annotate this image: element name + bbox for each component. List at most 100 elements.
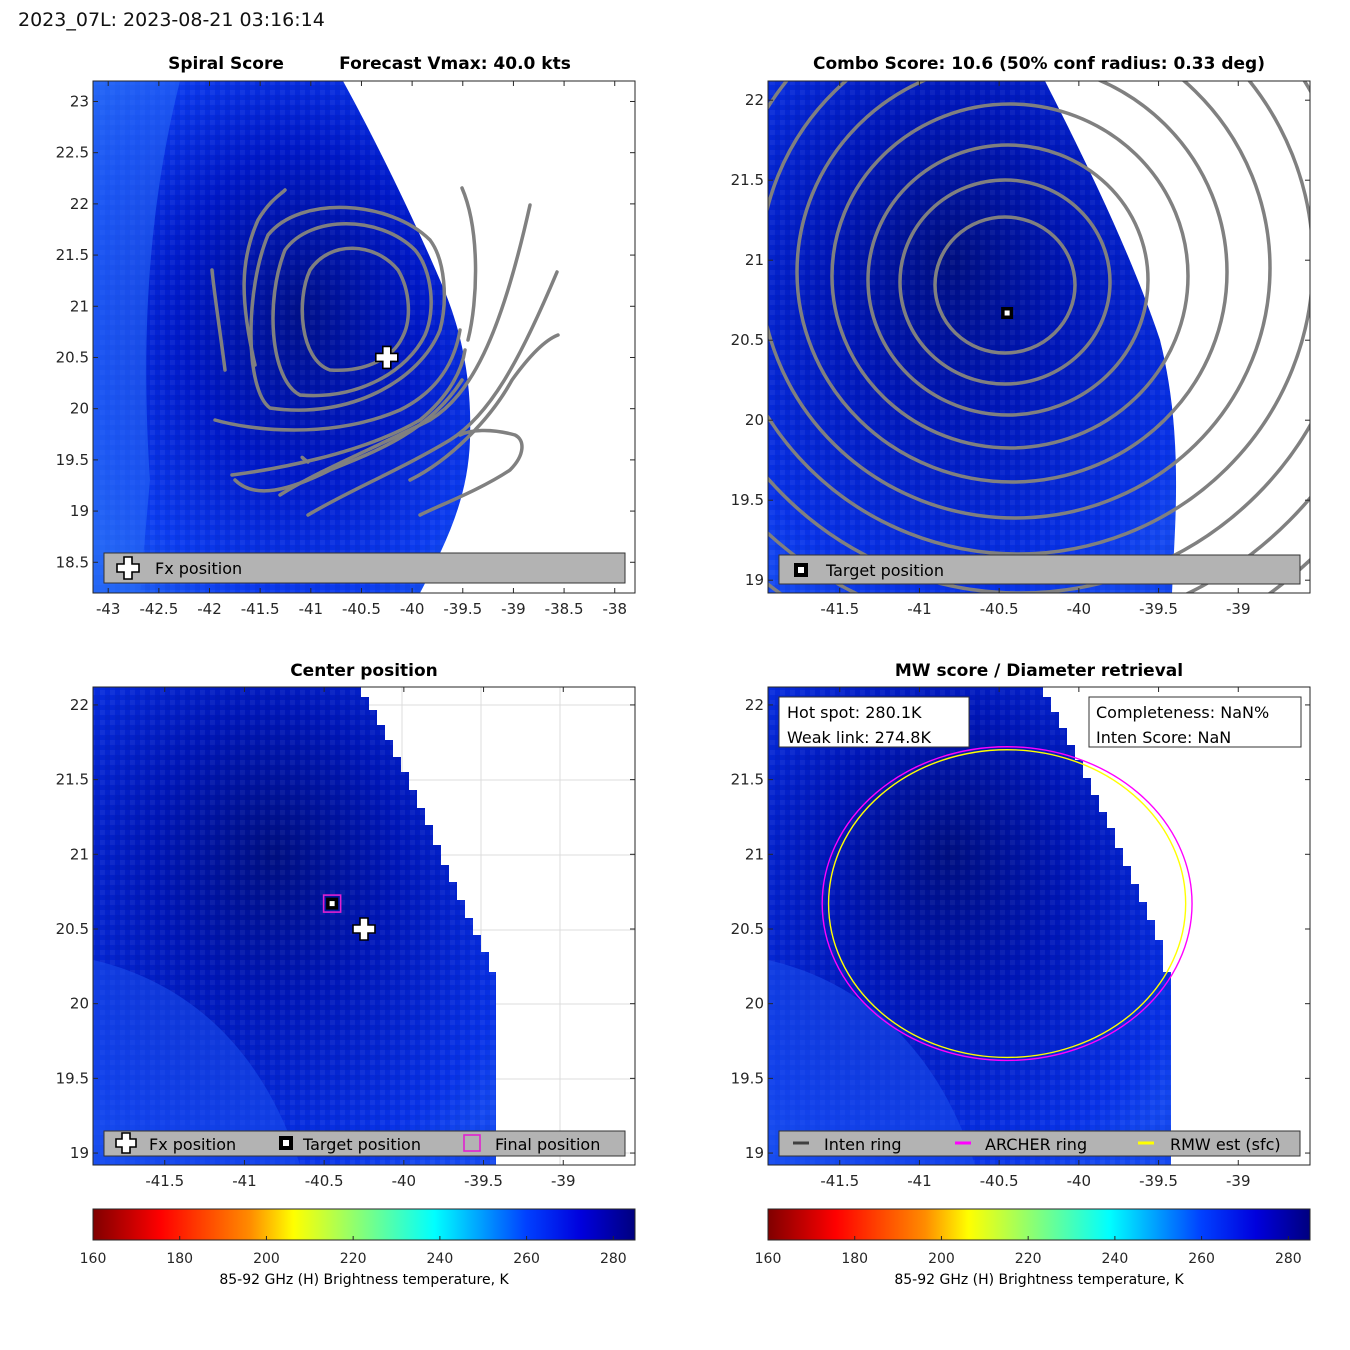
legend: Fx position Target position Final positi… [103,1130,626,1157]
target-position-marker-center [1004,310,1010,316]
panel-title-left: Spiral Score [168,54,284,74]
y-tick-label: 21 [745,251,764,269]
y-tick-label: 22.5 [56,144,89,162]
target-position-marker-center [329,901,335,907]
colorbar-tick-label: 160 [755,1251,782,1267]
x-tick-label: -41.5 [145,1172,184,1190]
colorbar-tick-label: 240 [1102,1251,1129,1267]
colorbar-tick-label: 240 [427,1251,454,1267]
x-tick-label: -40.5 [305,1172,344,1190]
fx-position-marker [352,917,376,941]
x-axis-ticks: -41.5 -41 -40.5 -40 -39.5 -39 [145,687,576,1190]
y-tick-label: 18.5 [56,553,89,571]
x-tick-label: -41 [232,1172,257,1190]
warm-band-southwest [768,960,975,1165]
x-tick-label: -43 [96,600,121,618]
warm-band-southwest [93,960,300,1165]
colorbar-tick-label: 200 [928,1251,955,1267]
y-tick-label: 21.5 [731,171,764,189]
x-tick-label: -41 [907,600,932,618]
marker-layer [322,894,376,941]
spiral-score-panel: Spiral Score Forecast Vmax: 40.0 kts [56,54,636,618]
panel-title: MW score / Diameter retrieval [895,661,1183,681]
x-tick-label: -39.5 [1139,600,1178,618]
y-tick-label: 22 [70,195,89,213]
legend: Target position [778,554,1301,585]
fx-position-marker [374,345,399,370]
y-tick-label: 20.5 [56,920,89,938]
y-tick-label: 20 [70,400,89,418]
y-tick-label: 20 [745,995,764,1013]
y-tick-label: 19 [70,502,89,520]
colorbar-tick-label: 260 [1188,1251,1215,1267]
legend-box [103,552,626,584]
y-tick-label: 22 [745,696,764,714]
target-position-icon [794,563,808,577]
colorbar-left: 160 180 200 220 240 260 280 85-92 GHz (H) Brig… [80,1208,636,1288]
y-tick-label: 23 [70,92,89,110]
legend: Fx position [103,552,626,584]
brightness-temperature-texture [768,81,1177,593]
x-tick-label: -39.5 [464,1172,503,1190]
archer-ring [821,746,1193,1062]
x-tick-label: -41.5 [820,600,859,618]
figure-header: 2023_07L: 2023-08-21 03:16:14 [18,9,325,31]
completeness-text: Completeness: NaN% [1096,703,1269,722]
y-tick-label: 21.5 [731,771,764,789]
x-tick-label: -39 [501,600,526,618]
spiral-contours [210,186,560,517]
axes-frame [92,686,636,1166]
panel-title-right: Forecast Vmax: 40.0 kts [339,54,571,74]
x-tick-label: -40 [392,1172,417,1190]
mw-score-panel: MW score / Diameter retrieval -41.5 -41 -4… [731,661,1311,1190]
colorbar-tick-label: 160 [80,1251,107,1267]
colorbar-gradient [767,1208,1311,1241]
final-position-marker [322,894,342,913]
colorbar-tick-label: 220 [1015,1251,1042,1267]
x-tick-label: -40 [1067,1172,1092,1190]
y-tick-label: 22 [70,696,89,714]
y-tick-label: 21.5 [56,771,89,789]
legend-label-target-position: Target position [825,561,944,580]
x-tick-label: -42.5 [139,600,178,618]
y-tick-label: 19.5 [56,1069,89,1087]
panel-title: Combo Score: 10.6 (50% conf radius: 0.33… [813,54,1265,74]
panel-title: Center position [290,661,438,681]
colorbar-ticks: 160 180 200 220 240 260 280 [80,1236,627,1267]
y-tick-label: 20.5 [731,331,764,349]
x-tick-label: -41.5 [820,1172,859,1190]
marker-layer [374,345,399,370]
brightness-temperature-texture [93,81,471,593]
colorbar-tick-label: 280 [1275,1251,1302,1267]
colorbar-tick-label: 200 [253,1251,280,1267]
x-tick-label: -41.5 [241,600,280,618]
x-tick-label: -38.5 [545,600,584,618]
y-axis-ticks: 19 19.5 20 20.5 21 21.5 22 [731,696,1310,1162]
fx-position-icon [115,1132,137,1154]
colorbar-tick-label: 260 [513,1251,540,1267]
x-axis-ticks: -41.5 -41 -40.5 -40 -39.5 -39 [820,687,1251,1190]
colorbar-ticks: 160 180 200 220 240 260 280 [755,1236,1302,1267]
fx-position-icon [116,556,140,580]
legend-label-rmw-ring: RMW est (sfc) [1170,1135,1281,1154]
target-position-icon [279,1136,293,1150]
y-tick-label: 21 [70,845,89,863]
y-tick-label: 20.5 [731,920,764,938]
axes-frame [767,80,1311,594]
final-position-icon [463,1134,481,1152]
legend-box [778,554,1301,585]
y-tick-label: 21 [70,297,89,315]
axes-frame [767,686,1311,1166]
legend-label-fx-position: Fx position [149,1135,236,1154]
y-tick-label: 19 [745,571,764,589]
y-tick-label: 21.5 [56,246,89,264]
combo-contours [768,81,1310,593]
legend-label-final-position: Final position [495,1135,600,1154]
x-tick-label: -38 [602,600,627,618]
y-tick-label: 19.5 [731,1069,764,1087]
hot-spot-text: Hot spot: 280.1K [787,703,922,722]
x-tick-label: -40 [400,600,425,618]
colorbar-right: 160 180 200 220 240 260 280 85-92 GHz (H) Brig… [755,1208,1311,1288]
x-tick-label: -39.5 [443,600,482,618]
